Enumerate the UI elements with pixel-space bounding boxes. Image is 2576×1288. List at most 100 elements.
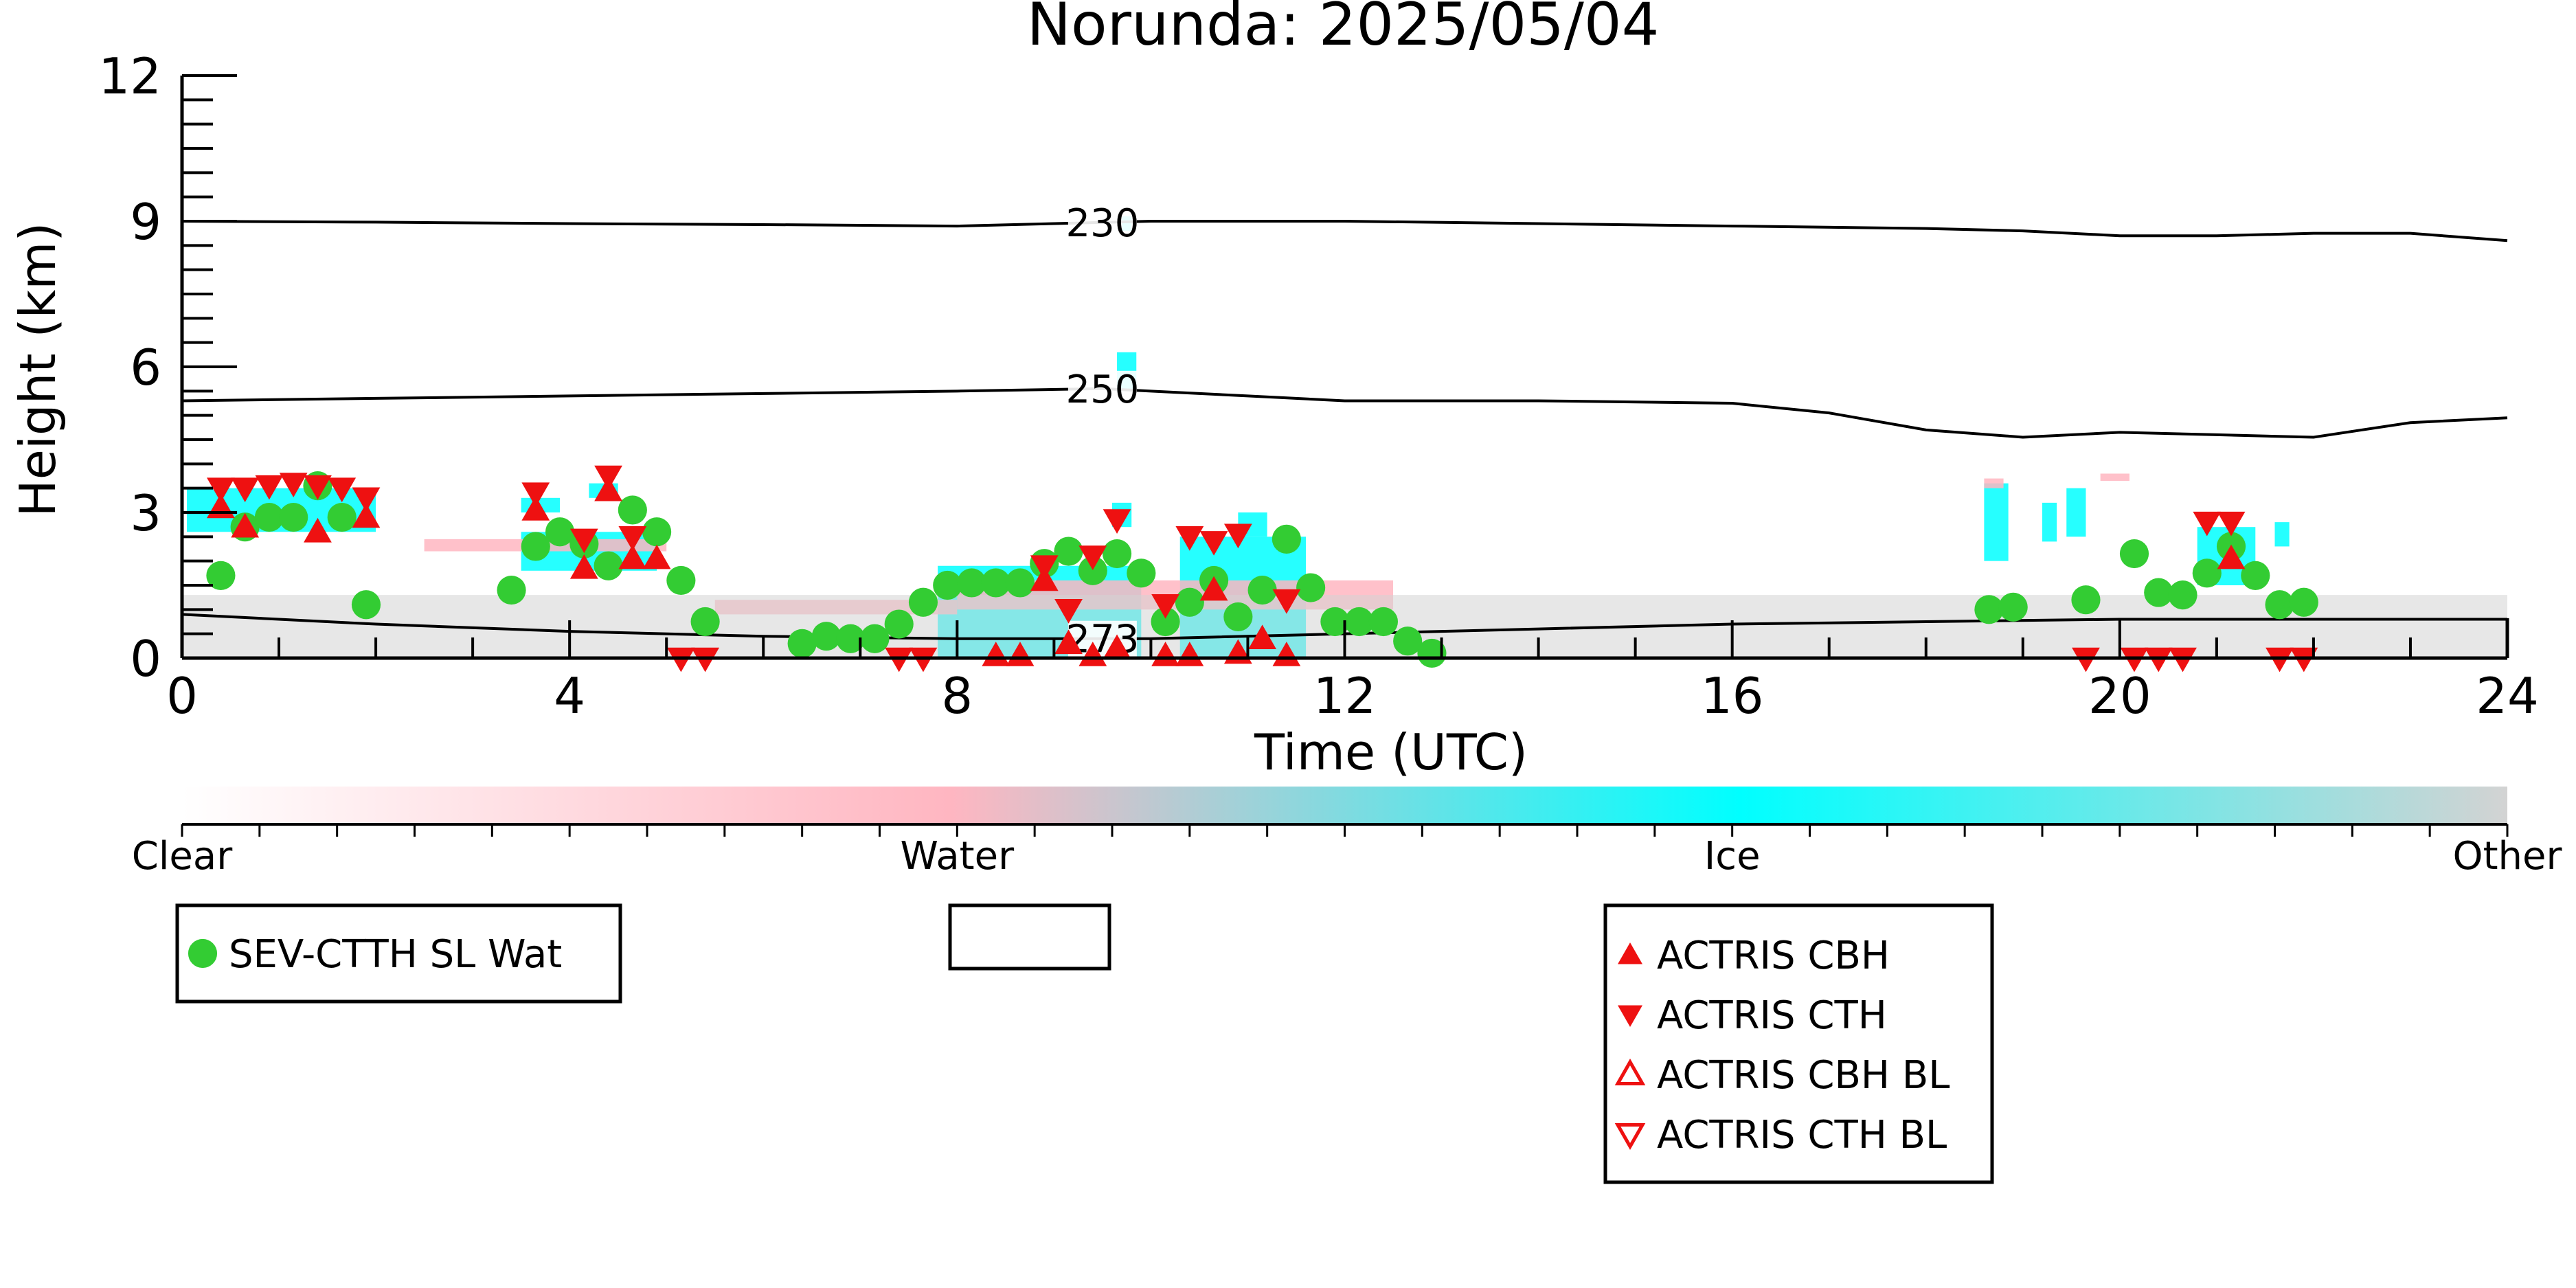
actris-cbh-point <box>2217 544 2246 569</box>
sev-ctth-sl-wat-point <box>1102 539 1132 569</box>
sev-ctth-sl-wat-point <box>545 517 575 547</box>
isotherm-label-bg <box>1067 204 1137 240</box>
colorbar-label: Other <box>2452 834 2562 879</box>
sev-ctth-sl-wat-point <box>1320 607 1350 637</box>
sev-ctth-sl-wat-point <box>1247 575 1277 605</box>
actris-cbh-point <box>1054 629 1083 655</box>
sev-ctth-sl-wat-point <box>1175 587 1204 617</box>
actris-cth-point <box>1054 599 1083 624</box>
colorbar-label: Clear <box>132 834 233 879</box>
colorbar-label: Ice <box>1704 834 1761 879</box>
sev-ctth-sl-wat-point <box>666 565 696 596</box>
sev-ctth-sl-wat-point <box>279 502 308 532</box>
actris-cth-point <box>352 487 381 512</box>
colorbar-label: Water <box>901 834 1015 879</box>
y-tick-label: 6 <box>130 339 161 396</box>
sev-ctth-sl-wat-point <box>1005 568 1035 598</box>
legend-label-sev: SEV-CTTH SL Wat <box>229 932 562 977</box>
sev-ctth-sl-wat-point <box>1344 607 1374 637</box>
sev-ctth-sl-wat-point <box>497 575 526 605</box>
actris-cth-point <box>1223 523 1252 549</box>
sev-ctth-sl-wat-point <box>618 495 647 525</box>
sev-ctth-sl-wat-point <box>2192 558 2222 588</box>
actris-cth-point <box>328 477 357 503</box>
legend-box-actris <box>1603 903 1994 1184</box>
sev-ctth-sl-wat-point <box>690 607 720 637</box>
actris-cth-point <box>1103 509 1131 534</box>
x-tick-label: 20 <box>2088 667 2151 725</box>
sev-ctth-sl-wat-point <box>908 587 938 617</box>
actris-cbh-point <box>1103 634 1131 659</box>
cloud-patch-ice <box>2066 488 2086 537</box>
sev-ctth-sl-wat-point <box>2241 561 2270 590</box>
sev-ctth-sl-wat-point <box>2119 539 2149 569</box>
actris-cth-point <box>2217 511 2246 536</box>
actris-cth-point <box>569 528 598 554</box>
sev-ctth-sl-wat-point <box>2265 590 2294 620</box>
actris-cth-point <box>885 647 914 673</box>
isotherm-label-230: 230 <box>1065 201 1139 246</box>
actris-cbh-point <box>982 642 1010 666</box>
sev-ctth-sl-wat-point <box>860 624 890 653</box>
sev-ctth-sl-wat-point <box>1151 607 1180 637</box>
sev-ctth-sl-wat-point <box>327 502 357 532</box>
cloud-patch-water <box>1984 478 2004 488</box>
actris-cth-point <box>691 647 720 673</box>
actris-cbh-point <box>1078 642 1107 666</box>
sev-ctth-sl-wat-point <box>1272 524 1301 554</box>
sev-ctth-sl-wat-point <box>521 532 550 561</box>
sev-ctth-sl-wat-point <box>957 568 986 598</box>
isotherm-line-250 <box>181 387 2508 439</box>
actris-cth-point <box>521 482 550 508</box>
x-tick-label: 0 <box>166 667 198 725</box>
actris-cth-point <box>1151 594 1179 619</box>
cloud-patch-ice <box>1984 483 2009 561</box>
actris-cth-point <box>594 465 622 490</box>
legend-label-actris: ACTRIS CTH BL <box>1657 1113 1947 1157</box>
sev-ctth-sl-wat-point <box>351 590 381 620</box>
y-axis-label: Height (km) <box>9 223 67 517</box>
sev-ctth-sl-wat-point <box>2168 580 2197 610</box>
x-tick-label: 8 <box>941 667 973 725</box>
actris-cth-point <box>2072 647 2100 673</box>
actris-cbh-point <box>1175 642 1204 666</box>
sev-ctth-sl-wat-point <box>1078 556 1107 585</box>
actris-cth-point <box>909 647 938 673</box>
legend-marker-actris <box>1614 1058 1646 1085</box>
sev-ctth-sl-wat-point <box>1296 573 1326 602</box>
classification-colorbar: Clear Water Ice Other <box>132 787 2562 879</box>
legend-marker-actris <box>1618 942 1642 964</box>
legend-box-empty <box>948 903 1111 971</box>
sev-ctth-sl-wat-point <box>933 570 962 600</box>
actris-cth-point <box>231 477 260 503</box>
legend-label-actris: ACTRIS CTH <box>1657 993 1887 1038</box>
actris-cth-point <box>1272 589 1301 614</box>
sev-ctth-sl-wat-point <box>642 517 672 547</box>
sev-ctth-sl-wat-point <box>981 568 1010 598</box>
sev-ctth-sl-wat-point <box>206 561 236 590</box>
x-tick-label: 16 <box>1701 667 1764 725</box>
actris-cth-point <box>1030 555 1059 580</box>
x-tick-label: 4 <box>554 667 585 725</box>
actris-cbh-point <box>352 503 381 528</box>
actris-cbh-point <box>1272 642 1301 666</box>
sev-ctth-sl-wat-point <box>884 609 914 639</box>
y-tick-label: 3 <box>130 484 161 542</box>
isotherm-label-bg <box>1067 370 1137 407</box>
legend-box-satellite <box>175 903 622 1004</box>
x-tick-label: 24 <box>2476 667 2539 725</box>
chart-title: Norunda: 2025/05/04 <box>1027 0 1660 59</box>
legend-marker-sev <box>188 938 218 969</box>
actris-cth-point <box>304 475 332 500</box>
sev-ctth-sl-wat-point <box>1393 626 1423 656</box>
actris-cth-point <box>2144 647 2173 673</box>
actris-cbh-point <box>1199 576 1228 601</box>
colorbar-gradient <box>182 787 2507 824</box>
actris-cth-point <box>255 475 284 500</box>
legend-marker-actris <box>1618 1005 1642 1027</box>
sev-ctth-sl-wat-point <box>1054 536 1083 566</box>
sev-ctth-sl-wat-point <box>811 622 841 651</box>
sev-ctth-sl-wat-point <box>594 551 623 580</box>
actris-cbh-point <box>521 496 550 521</box>
actris-cth-point <box>1175 526 1204 551</box>
